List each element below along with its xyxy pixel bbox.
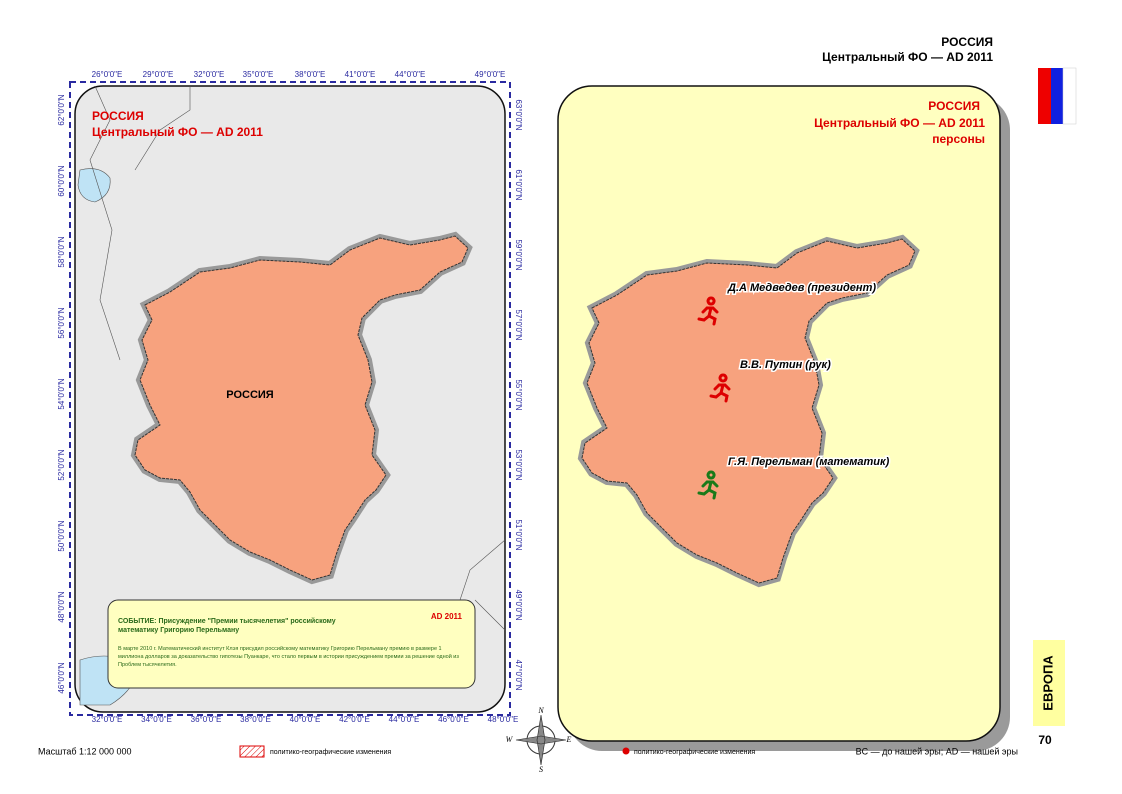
person-icon: [697, 296, 719, 326]
lon-label: 29°0'0"E: [143, 70, 174, 79]
event-era: AD 2011: [431, 612, 463, 621]
map-caption: персоны: [932, 132, 985, 146]
map-title: РОССИЯ: [92, 109, 144, 123]
flag: [1038, 67, 1077, 125]
header-title: РОССИЯ: [941, 35, 993, 49]
page-number: 70: [1038, 733, 1052, 747]
lat-label: 63°0'0"N: [514, 99, 523, 130]
lat-label: 55°0'0"N: [514, 379, 523, 410]
scale: Масштаб 1:12 000 000: [38, 746, 132, 756]
legend-dot-swatch: [622, 747, 630, 755]
compass-letter: W: [506, 735, 514, 744]
lon-label: 32°0'0"E: [92, 715, 123, 724]
lat-label: 53°0'0"N: [514, 449, 523, 480]
lon-label: 44°0'0"E: [395, 70, 426, 79]
person-label: В.В. Путин (рук): [740, 359, 831, 371]
lon-label: 38°0'0"E: [295, 70, 326, 79]
lat-label: 49°0'0"N: [514, 589, 523, 620]
lat-label: 61°0'0"N: [514, 169, 523, 200]
compass-letter: E: [566, 735, 572, 744]
lon-label: 32°0'0"E: [194, 70, 225, 79]
section-tab: [1033, 640, 1065, 726]
legend-hatch-swatch: [239, 745, 265, 758]
map-subtitle: Центральный ФО — AD 2011: [814, 116, 985, 130]
lat-label: 54°0'0"N: [57, 378, 66, 409]
event-text: В марте 2010 г. Математический институт …: [118, 646, 459, 668]
lat-label: 57°0'0"N: [514, 309, 523, 340]
lat-label: 59°0'0"N: [514, 239, 523, 270]
person-label: Г.Я. Перельман (математик): [728, 456, 890, 468]
person-label: Д.А Медведев (президент): [727, 282, 876, 294]
person-icon: [697, 470, 719, 500]
lat-label: 51°0'0"N: [514, 519, 523, 550]
person-icon: [709, 373, 731, 403]
lon-label: 38°0'0"E: [240, 715, 271, 724]
lat-label: 56°0'0"N: [57, 307, 66, 338]
compass-letter: N: [537, 706, 544, 715]
lon-label: 34°0'0"E: [141, 715, 172, 724]
lon-label: 36°0'0"E: [191, 715, 222, 724]
legend-hatch: политико-географические изменения: [270, 749, 391, 756]
region-label: РОССИЯ: [226, 389, 274, 401]
lon-label: 40°0'0"E: [290, 715, 321, 724]
map-subtitle: Центральный ФО — AD 2011: [92, 125, 263, 139]
lon-label: 49°0'0"E: [475, 70, 506, 79]
lat-label: 52°0'0"N: [57, 449, 66, 480]
compass-letter: S: [539, 765, 543, 774]
header-subtitle: Центральный ФО — AD 2011: [822, 50, 993, 64]
left-map: РОССИЯ Центральный ФО — AD 2011 РОССИЯ A…: [69, 81, 511, 716]
lon-label: 44°0'0"E: [389, 715, 420, 724]
map-title: РОССИЯ: [928, 99, 980, 113]
lon-label: 41°0'0"E: [345, 70, 376, 79]
compass: [515, 714, 567, 766]
legend-dot: политико-географические изменения: [634, 749, 755, 756]
right-map: РОССИЯ Центральный ФО — AD 2011 персоны: [557, 85, 1010, 751]
event-title-box: СОБЫТИЕ: Присуждение "Премии тысячелетия…: [118, 618, 336, 634]
lat-label: 47°0'0"N: [514, 659, 523, 690]
lat-label: 60°0'0"N: [57, 165, 66, 196]
era-note: BC — до нашей эры; AD — нашей эры: [856, 746, 1018, 756]
lat-label: 46°0'0"N: [57, 662, 66, 693]
section: ЕВРОПА: [1040, 655, 1055, 711]
event-title: СОБЫТИЕ: Присуждение "Премии тысячелетия…: [118, 618, 336, 634]
lon-label: 35°0'0"E: [243, 70, 274, 79]
lon-label: 26°0'0"E: [92, 70, 123, 79]
lat-label: 50°0'0"N: [57, 520, 66, 551]
lat-label: 62°0'0"N: [57, 94, 66, 125]
lat-label: 48°0'0"N: [57, 591, 66, 622]
lon-label: 48°0'0"E: [488, 715, 519, 724]
lon-label: 42°0'0"E: [339, 715, 370, 724]
lat-label: 58°0'0"N: [57, 236, 66, 267]
event-text-box: В марте 2010 г. Математический институт …: [118, 646, 459, 668]
lon-label: 46°0'0"E: [438, 715, 469, 724]
